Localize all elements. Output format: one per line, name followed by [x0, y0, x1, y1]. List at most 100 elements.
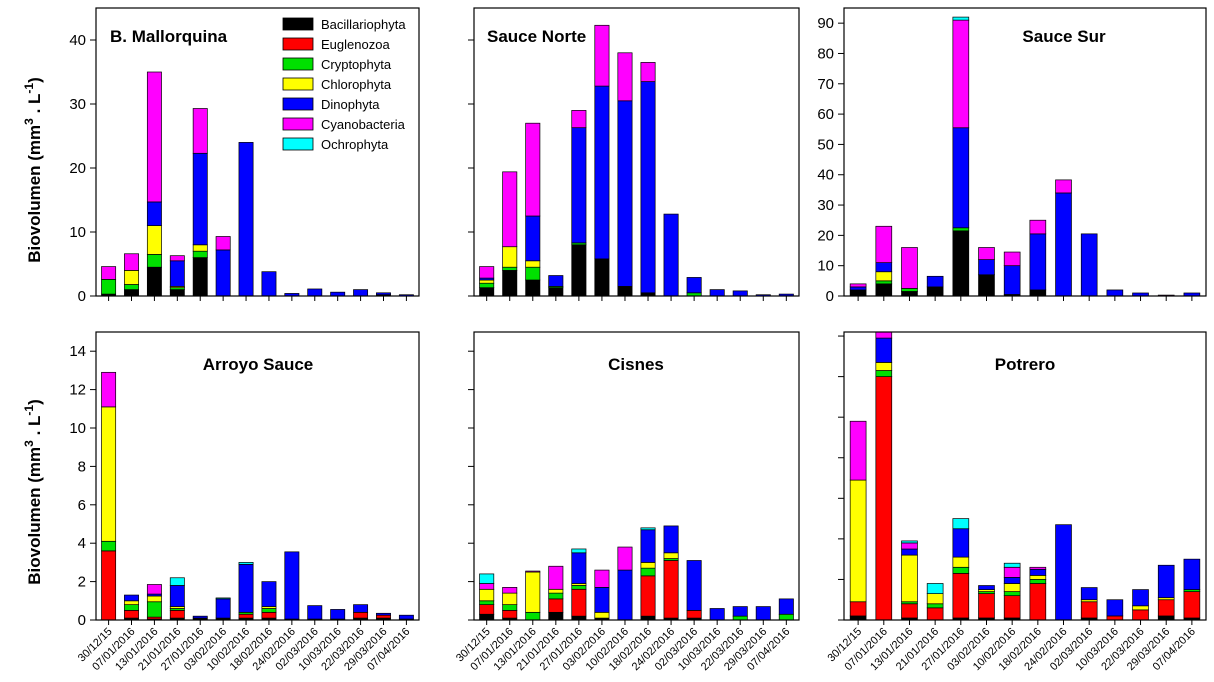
bar-potrero-chlorophyta-7	[1029, 575, 1047, 580]
bar-b-mallorquina-cryptophyta-2	[146, 254, 162, 268]
bar-potrero-cryptophyta-3	[926, 603, 944, 609]
bar-cisnes-dinophyta-8	[663, 525, 679, 554]
y-tick-label-sauce-sur-3: 30	[817, 197, 834, 214]
bar-sauce-sur-dinophyta-0	[849, 286, 867, 291]
y-tick-label-arroyo-sauce-1: 2	[78, 574, 86, 591]
bar-potrero-cyanobacteria-6	[1003, 566, 1021, 578]
bar-b-mallorquina-dinophyta-12	[376, 292, 391, 296]
panel-title-sauce-norte: Sauce Norte	[487, 27, 586, 46]
bar-cisnes-euglenozoa-7	[640, 575, 656, 617]
bar-b-mallorquina-bacillariophyta-2	[146, 266, 162, 297]
bar-sauce-sur-bacillariophyta-0	[849, 289, 867, 297]
bar-sauce-sur-ochrophyta-4	[952, 16, 970, 21]
bar-cisnes-chlorophyta-0	[479, 588, 495, 602]
bar-potrero-cyanobacteria-2	[901, 542, 918, 550]
bar-sauce-sur-dinophyta-8	[1055, 192, 1072, 297]
bar-b-mallorquina-bacillariophyta-3	[169, 289, 185, 297]
bar-potrero-dinophyta-11	[1132, 589, 1149, 607]
y-tick-label-arroyo-sauce-0: 0	[78, 612, 86, 629]
bar-cisnes-cryptophyta-13	[778, 613, 794, 621]
bar-cisnes-dinophyta-5	[594, 587, 610, 613]
bar-potrero-dinophyta-1	[875, 337, 893, 363]
bar-cisnes-cyanobacteria-2	[525, 570, 541, 573]
bar-sauce-sur-cyanobacteria-6	[1003, 251, 1021, 267]
bar-potrero-dinophyta-5	[978, 585, 995, 590]
legend-label-cryptophyta: Cryptophyta	[321, 57, 392, 72]
bar-b-mallorquina-cryptophyta-4	[192, 250, 208, 258]
y-axis-label-bottom: Biovolumen (mm3 . L-1)	[22, 399, 44, 585]
bar-arroyo-sauce-cyanobacteria-2	[146, 584, 162, 595]
bar-sauce-norte-dinophyta-10	[709, 289, 725, 297]
y-tick-label-sauce-sur-0: 0	[826, 288, 834, 305]
bar-potrero-cryptophyta-6	[1003, 591, 1021, 597]
bar-potrero-ochrophyta-4	[952, 518, 970, 530]
bar-cisnes-cryptophyta-1	[502, 604, 518, 611]
bar-b-mallorquina-dinophyta-9	[307, 288, 323, 297]
bar-sauce-norte-cyanobacteria-2	[525, 122, 541, 217]
bar-cisnes-cryptophyta-3	[548, 592, 564, 600]
bar-sauce-norte-bacillariophyta-6	[617, 286, 633, 297]
panel-b-mallorquina: 0 10 20 30 40 B. Mallorquina	[69, 7, 420, 305]
bar-arroyo-sauce-dinophyta-7	[261, 581, 277, 607]
bar-potrero-dinophyta-8	[1055, 524, 1072, 621]
bar-cisnes-cyanobacteria-5	[594, 569, 610, 588]
bar-potrero-euglenozoa-9	[1080, 601, 1098, 619]
bar-sauce-norte-dinophyta-6	[617, 100, 633, 287]
bar-sauce-sur-cryptophyta-1	[875, 280, 893, 285]
bar-cisnes-ochrophyta-0	[479, 573, 495, 584]
bar-arroyo-sauce-cryptophyta-2	[146, 601, 162, 618]
bar-potrero-cryptophyta-1	[875, 370, 893, 377]
bar-cisnes-cryptophyta-4	[571, 585, 587, 590]
bar-sauce-norte-cryptophyta-2	[525, 266, 541, 281]
bar-arroyo-sauce-euglenozoa-7	[261, 611, 277, 619]
bar-cisnes-chlorophyta-8	[663, 552, 679, 559]
legend-label-bacillariophyta: Bacillariophyta	[321, 17, 406, 32]
bar-potrero-dinophyta-2	[901, 548, 918, 556]
bar-sauce-norte-cryptophyta-1	[502, 266, 518, 271]
legend-label-euglenozoa: Euglenozoa	[321, 37, 390, 52]
bar-sauce-sur-bacillariophyta-1	[875, 283, 893, 297]
bar-potrero-euglenozoa-3	[926, 607, 944, 621]
bar-potrero-cryptophyta-7	[1029, 579, 1047, 584]
bar-potrero-euglenozoa-6	[1003, 595, 1021, 619]
bar-sauce-norte-cyanobacteria-4	[571, 110, 587, 129]
legend-label-ochrophyta: Ochrophyta	[321, 137, 389, 152]
panel-frame-sauce-norte	[473, 7, 800, 297]
bar-potrero-dinophyta-13	[1183, 558, 1201, 590]
bar-arroyo-sauce-dinophyta-10	[330, 609, 346, 620]
bar-arroyo-sauce-cyanobacteria-0	[101, 371, 117, 408]
bar-potrero-dinophyta-9	[1080, 587, 1098, 601]
bar-sauce-norte-dinophyta-9	[686, 277, 702, 294]
bar-sauce-sur-dinophyta-4	[952, 127, 970, 229]
y-tick-label-b-mallorquina-0: 0	[78, 288, 86, 305]
bar-b-mallorquina-cryptophyta-0	[101, 279, 117, 295]
bar-sauce-norte-bacillariophyta-3	[548, 287, 564, 297]
y-tick-label-sauce-sur-5: 50	[817, 136, 834, 153]
bar-b-mallorquina-cyanobacteria-5	[215, 236, 231, 251]
bar-cisnes-ochrophyta-7	[640, 527, 656, 531]
bar-b-mallorquina-cyanobacteria-4	[192, 108, 208, 154]
y-tick-label-sauce-sur-7: 70	[817, 76, 834, 93]
bar-arroyo-sauce-cryptophyta-0	[101, 540, 117, 552]
legend: Bacillariophyta Euglenozoa Cryptophyta Chlo…	[282, 17, 406, 152]
panel-sauce-norte: Sauce Norte	[468, 7, 800, 301]
panel-title-cisnes: Cisnes	[608, 355, 664, 374]
bar-cisnes-dinophyta-13	[778, 598, 794, 615]
bar-cisnes-cyanobacteria-6	[617, 546, 633, 571]
bar-potrero-euglenozoa-1	[875, 376, 893, 621]
bar-sauce-sur-bacillariophyta-5	[978, 274, 995, 297]
bar-potrero-cyanobacteria-7	[1029, 566, 1047, 570]
y-axis-label-top: Biovolumen (mm3 . L-1)	[22, 77, 44, 263]
y-tick-label-sauce-sur-4: 40	[817, 167, 834, 184]
bar-arroyo-sauce-ochrophyta-3	[169, 577, 185, 586]
bar-sauce-norte-bacillariophyta-0	[479, 287, 495, 297]
bar-potrero-dinophyta-4	[952, 528, 970, 558]
bar-sauce-norte-cryptophyta-0	[479, 282, 495, 289]
bar-potrero-euglenozoa-5	[978, 593, 995, 619]
panel-frame-arroyo-sauce	[95, 331, 420, 621]
bar-sauce-norte-cyanobacteria-6	[617, 52, 633, 102]
bar-sauce-norte-cyanobacteria-0	[479, 266, 495, 279]
bar-b-mallorquina-cyanobacteria-3	[169, 255, 185, 262]
bar-cisnes-chlorophyta-1	[502, 592, 518, 605]
legend-swatch-cryptophyta	[282, 57, 314, 71]
